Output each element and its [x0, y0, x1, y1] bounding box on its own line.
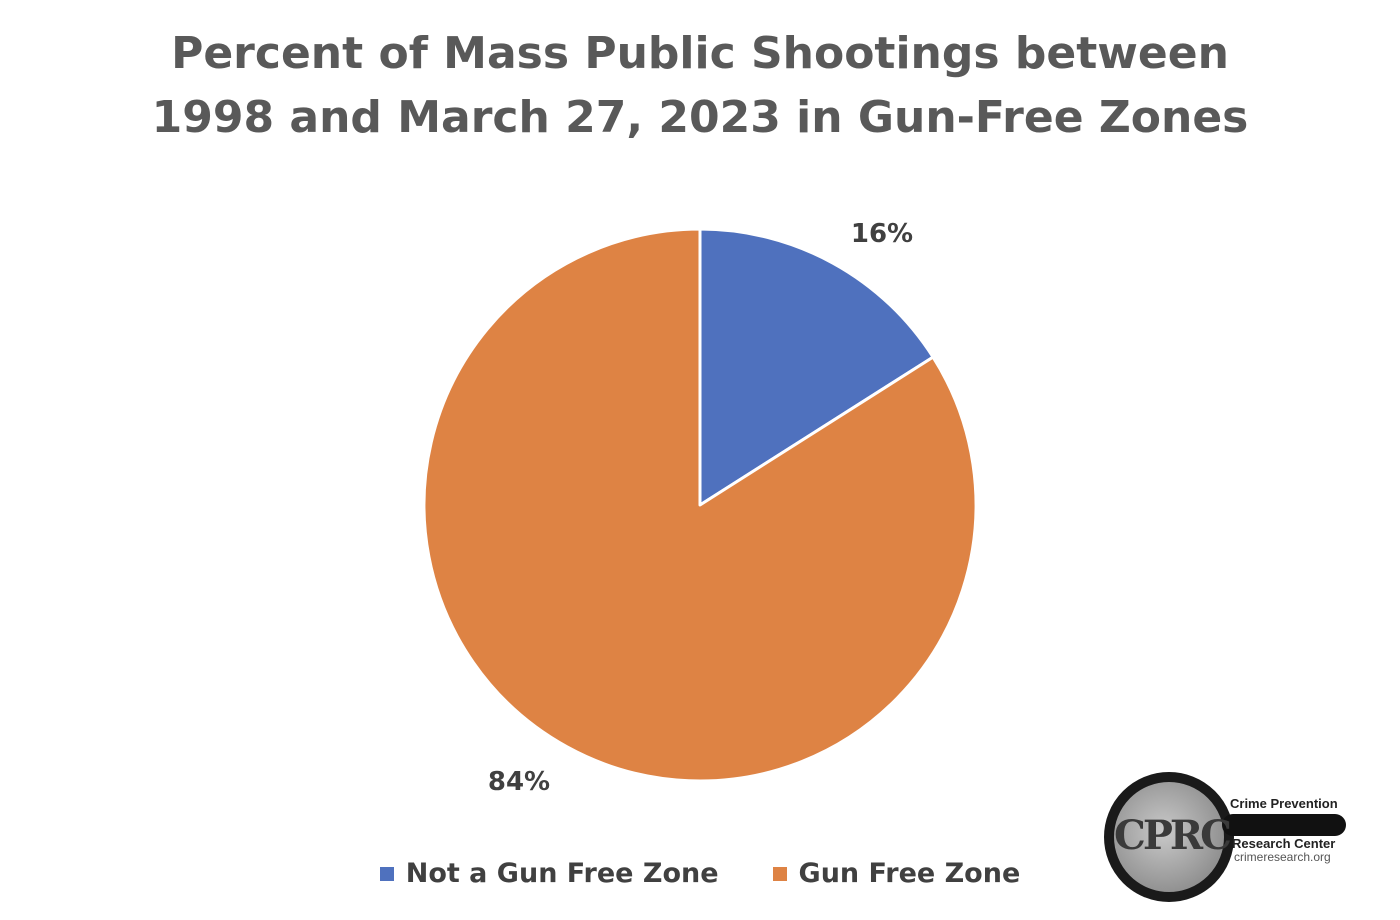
chart-title: Percent of Mass Public Shootings between… — [0, 22, 1400, 150]
magnifying-glass-handle — [1222, 814, 1346, 836]
legend-item-not-gun-free-zone: Not a Gun Free Zone — [379, 858, 719, 889]
data-label-gun-free-zone: 84% — [488, 767, 550, 797]
cprc-logo: CPRC Crime Prevention Research Center cr… — [1100, 762, 1360, 902]
chart-legend: Not a Gun Free Zone Gun Free Zone — [0, 858, 1400, 889]
pie-slice-gun-free-zone — [422, 227, 978, 783]
pie-slice-not-a-gun-free-zone — [698, 227, 935, 507]
logo-text-line-2: Research Center — [1232, 836, 1336, 851]
legend-item-gun-free-zone: Gun Free Zone — [772, 858, 1021, 889]
logo-mark: CPRC — [1114, 812, 1232, 859]
legend-swatch-not-gun-free-zone — [379, 866, 394, 881]
legend-label-gun-free-zone: Gun Free Zone — [798, 858, 1021, 889]
magnifying-glass-logo-icon — [1104, 772, 1234, 902]
chart-title-line-1: Percent of Mass Public Shootings between — [171, 28, 1229, 79]
legend-swatch-gun-free-zone — [772, 866, 787, 881]
legend-label-not-gun-free-zone: Not a Gun Free Zone — [405, 858, 719, 889]
logo-text-line-3: crimeresearch.org — [1234, 850, 1331, 864]
data-label-not-a-gun-free-zone: 16% — [851, 219, 913, 249]
chart-title-line-2: 1998 and March 27, 2023 in Gun-Free Zone… — [151, 92, 1249, 143]
logo-text-line-1: Crime Prevention — [1230, 796, 1338, 811]
